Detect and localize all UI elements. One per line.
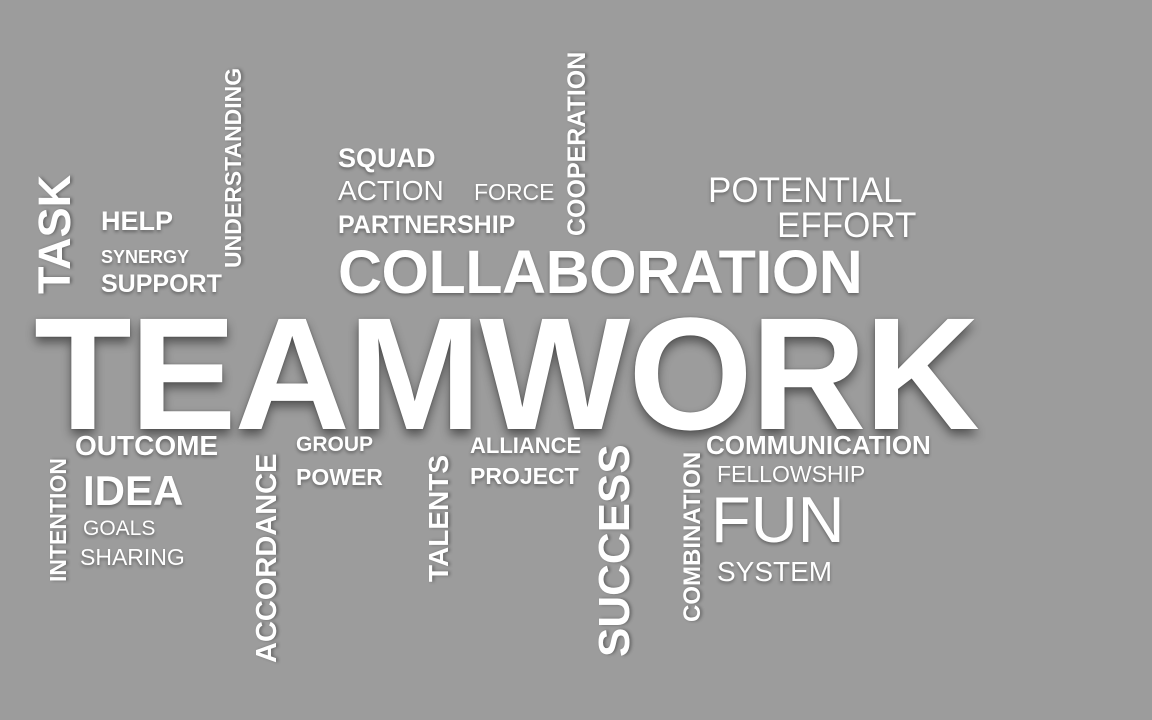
word-potential: POTENTIAL	[708, 171, 903, 210]
word-understanding: UNDERSTANDING	[220, 67, 246, 268]
word-teamwork: TEAMWORK	[34, 284, 980, 463]
word-accordance: ACCORDANCE	[251, 453, 283, 663]
word-collaboration: COLLABORATION	[338, 238, 863, 306]
word-task: TASK	[29, 174, 80, 294]
word-partnership: PARTNERSHIP	[338, 211, 516, 239]
word-combination: COMBINATION	[679, 451, 706, 622]
word-sharing: SHARING	[80, 544, 185, 570]
word-cooperation: COOPERATION	[563, 51, 591, 236]
word-success: SUCCESS	[590, 444, 639, 657]
word-talents: TALENTS	[423, 454, 454, 582]
word-outcome: OUTCOME	[75, 430, 219, 461]
word-idea: IDEA	[83, 467, 184, 514]
word-squad: SQUAD	[338, 143, 436, 173]
word-force: FORCE	[474, 179, 555, 205]
word-alliance: ALLIANCE	[470, 433, 582, 458]
word-support: SUPPORT	[101, 270, 222, 298]
word-fun: FUN	[711, 483, 845, 556]
word-intention: INTENTION	[45, 458, 71, 582]
word-power: POWER	[296, 464, 383, 490]
word-fellowship: FELLOWSHIP	[717, 461, 866, 487]
word-communication: COMMUNICATION	[706, 430, 931, 460]
word-goals: GOALS	[83, 517, 156, 540]
word-synergy: SYNERGY	[101, 247, 190, 267]
word-system: SYSTEM	[717, 556, 833, 587]
word-group: GROUP	[296, 433, 374, 456]
word-effort: EFFORT	[777, 206, 917, 245]
word-action: ACTION	[338, 175, 444, 206]
word-help: HELP	[101, 206, 174, 236]
word-project: PROJECT	[470, 463, 579, 489]
